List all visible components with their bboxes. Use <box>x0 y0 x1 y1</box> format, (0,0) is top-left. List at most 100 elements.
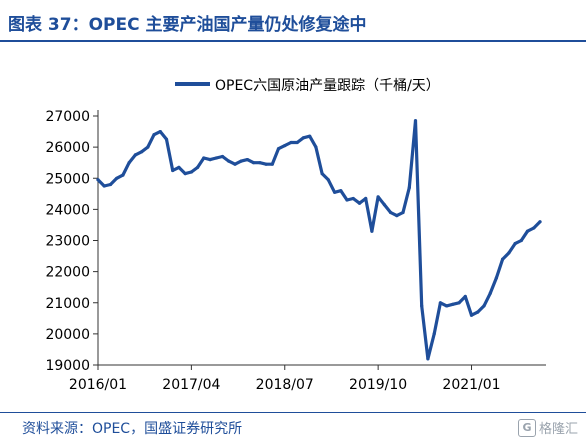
data-point <box>320 172 324 176</box>
data-point <box>171 168 175 173</box>
data-point <box>133 153 137 157</box>
data-point <box>463 294 467 299</box>
y-tick-label: 27000 <box>45 109 90 125</box>
data-point <box>227 159 231 163</box>
data-point <box>121 173 125 177</box>
data-point <box>189 170 193 174</box>
data-point <box>413 119 418 123</box>
data-point <box>152 133 156 137</box>
data-point <box>220 154 225 159</box>
data-point <box>339 189 343 193</box>
data-point <box>438 301 442 305</box>
y-tick-label: 19000 <box>45 358 90 374</box>
data-point <box>283 144 287 148</box>
data-point <box>333 190 337 194</box>
data-point <box>357 201 362 205</box>
x-axis: 2016/01 2017/04 2018/07 2019/10 2021/01 <box>69 364 546 393</box>
data-point <box>538 220 542 224</box>
y-tick-label: 24000 <box>45 202 90 218</box>
data-point <box>127 161 131 165</box>
x-tick-label: 2016/01 <box>69 377 127 393</box>
y-tick-label: 22000 <box>45 265 90 281</box>
data-point <box>252 161 256 165</box>
data-point <box>177 165 181 169</box>
source-divider <box>0 412 586 413</box>
data-point <box>494 276 498 280</box>
line-chart: OPEC六国原油产量跟踪（千桶/天） 19000 20000 21000 22000 2… <box>45 78 546 393</box>
data-point <box>389 210 393 215</box>
data-point <box>445 304 449 308</box>
series-line-opec-production <box>96 119 542 361</box>
data-point <box>401 210 405 215</box>
data-point <box>140 150 144 154</box>
data-point <box>482 304 486 308</box>
legend-label: OPEC六国原油产量跟踪（千桶/天） <box>215 78 440 94</box>
data-point <box>345 198 349 202</box>
y-tick-label: 21000 <box>45 296 90 312</box>
data-point <box>370 229 374 233</box>
data-point <box>476 310 480 314</box>
data-point <box>451 302 455 306</box>
data-point <box>264 162 268 166</box>
data-point <box>102 184 106 188</box>
legend: OPEC六国原油产量跟踪（千桶/天） <box>175 78 440 94</box>
title-divider <box>0 40 586 42</box>
watermark-logo-icon: G <box>517 418 536 437</box>
data-point <box>146 145 150 149</box>
y-axis: 19000 20000 21000 22000 23000 24000 25000 26000… <box>45 109 99 374</box>
data-point <box>270 162 274 166</box>
data-point <box>115 176 119 180</box>
data-point <box>513 242 517 246</box>
data-point <box>351 196 355 201</box>
data-point <box>376 195 380 199</box>
y-tick-label: 23000 <box>45 234 90 250</box>
data-point <box>395 214 399 218</box>
data-point <box>289 140 293 145</box>
x-tick-label: 2017/04 <box>162 377 220 393</box>
y-tick-label: 20000 <box>45 327 90 343</box>
data-point <box>295 140 299 145</box>
data-point <box>108 182 113 187</box>
data-point <box>239 159 243 163</box>
source-note: 资料来源：OPEC，国盛证券研究所 <box>22 421 243 437</box>
x-tick-label: 2019/10 <box>349 377 407 393</box>
data-point <box>501 257 505 261</box>
data-point <box>507 251 511 255</box>
data-point <box>519 238 523 243</box>
data-point <box>233 162 237 166</box>
y-tick-label: 26000 <box>45 140 90 156</box>
data-point <box>276 147 281 151</box>
data-point <box>96 178 100 182</box>
data-points <box>96 119 542 361</box>
data-point <box>208 158 212 162</box>
data-point <box>258 161 262 165</box>
watermark: G 格隆汇 <box>517 418 578 437</box>
x-tick-label: 2018/07 <box>256 377 314 393</box>
data-point <box>164 137 169 141</box>
data-point <box>196 165 200 169</box>
data-point <box>183 172 187 176</box>
data-point <box>326 178 330 182</box>
data-point <box>488 291 492 295</box>
data-point <box>457 301 461 305</box>
chart-title: 图表 37：OPEC 主要产油国产量仍处修复途中 <box>8 15 367 35</box>
data-point <box>469 313 474 317</box>
data-point <box>432 332 436 336</box>
data-point <box>202 156 206 160</box>
data-point <box>214 156 218 160</box>
data-point <box>308 134 312 138</box>
data-point <box>245 158 249 162</box>
y-tick-label: 25000 <box>45 171 90 187</box>
data-point <box>525 229 530 233</box>
data-point <box>301 136 305 140</box>
data-point <box>420 304 424 308</box>
data-point <box>426 357 430 361</box>
watermark-text: 格隆汇 <box>538 422 578 437</box>
x-tick-label: 2021/01 <box>442 377 500 393</box>
data-point <box>407 186 411 190</box>
data-point <box>364 196 368 201</box>
data-point <box>158 130 162 134</box>
data-point <box>314 145 318 149</box>
data-point <box>532 226 536 230</box>
data-point <box>382 203 386 207</box>
